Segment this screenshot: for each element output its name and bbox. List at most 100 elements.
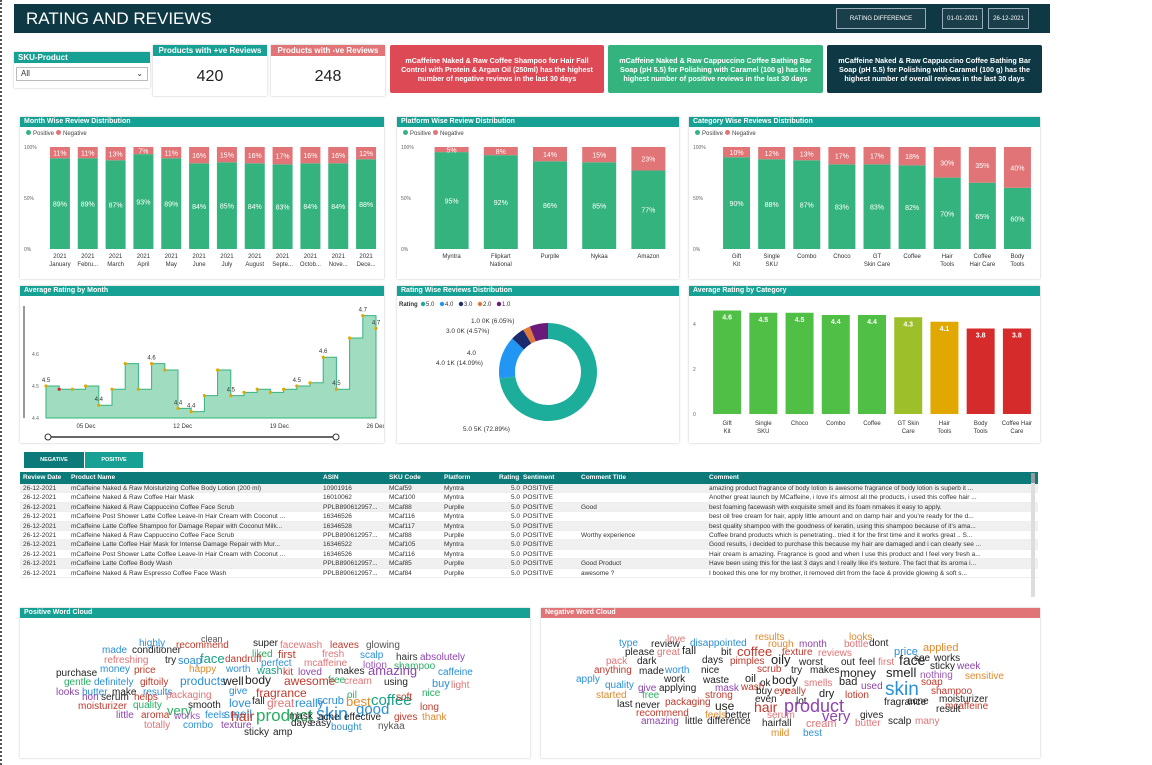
word: smells	[804, 678, 833, 689]
column-header[interactable]: Rating	[499, 474, 520, 481]
platform-chart-svg: 0% 50% 100% 95% 5% Myntra 92% 8% Flipkart Nationa…	[401, 145, 666, 268]
word: smell	[886, 665, 917, 680]
table-row[interactable]: 26-12-2021 mCaffeine Naked & Raw Cappucci…	[20, 502, 1038, 513]
rating-point	[334, 387, 338, 391]
word: recommend	[636, 708, 689, 719]
word: wash	[741, 682, 765, 693]
y-tick-label: 0%	[693, 247, 701, 253]
word: please	[625, 647, 655, 658]
word: worth	[226, 664, 251, 675]
x-tick-label: GT	[873, 254, 882, 260]
column-header[interactable]: Comment	[709, 474, 739, 481]
word: moisturizer	[78, 701, 127, 712]
rating-point	[163, 368, 167, 372]
x-tick-label: Choco	[791, 421, 809, 427]
column-header[interactable]: ASIN	[323, 474, 339, 481]
data-label: 4.5	[293, 378, 302, 384]
data-label: 4.6	[319, 349, 328, 355]
data-label: 4.6	[147, 356, 156, 362]
table-row[interactable]: 26-12-2021 mCaffeine Naked & Raw Moisturi…	[20, 484, 1038, 494]
table-cell: POSITIVE	[523, 513, 553, 521]
bar-negative	[244, 147, 265, 164]
word: texture	[221, 720, 252, 731]
word: scalp	[360, 650, 384, 661]
table-scrollbar[interactable]	[1031, 473, 1035, 597]
bar-positive	[356, 159, 377, 249]
rating-point	[123, 362, 127, 366]
word: easy	[310, 718, 332, 729]
tab-negative[interactable]: NEGATIVE	[24, 452, 84, 468]
negative-wordcloud-title: Negative Word Cloud	[541, 608, 1040, 618]
word: combo	[183, 720, 214, 731]
table-cell: 5.0	[510, 503, 520, 511]
data-label-negative: 12%	[359, 151, 373, 158]
table-cell: PPLB890612957...	[323, 531, 378, 539]
word: purchase	[56, 668, 98, 679]
sku-product-slicer[interactable]: SKU-Product All ⌄	[14, 52, 150, 88]
table-row[interactable]: 26-12-2021 mCaffeine Naked & Raw Espresso…	[20, 569, 1038, 578]
word: looks	[56, 687, 80, 698]
legend-negative: Negative	[732, 131, 756, 137]
legend-label: 5.0	[426, 302, 435, 308]
table-cell: 5.0	[510, 485, 520, 492]
data-label-negative: 18%	[905, 154, 919, 161]
column-header[interactable]: Sentiment	[523, 474, 555, 481]
table-row[interactable]: 26-12-2021 mCaffeine Naked & Raw Cappucci…	[20, 531, 1038, 541]
data-label-positive: 87%	[800, 203, 814, 210]
table-row[interactable]: 26-12-2021 mCaffeine Latte Coffee Body Wa…	[20, 559, 1038, 569]
column-header[interactable]: Product Name	[71, 474, 116, 481]
word: serum	[101, 692, 129, 703]
rating-point	[321, 355, 325, 359]
word: give	[638, 683, 657, 694]
table-row[interactable]: 26-12-2021 mCaffeine Latte Coffee Shampoo…	[20, 521, 1038, 531]
word: never	[635, 700, 661, 711]
bar-positive	[272, 164, 293, 249]
rating-bar	[894, 317, 923, 414]
data-label-negative: 17%	[870, 154, 884, 161]
word: strong	[705, 690, 733, 701]
word: hairs	[396, 652, 418, 663]
table-cell	[578, 484, 706, 492]
slicer-dropdown[interactable]: All ⌄	[16, 67, 148, 81]
column-header[interactable]: Review Date	[23, 474, 62, 481]
x-tick-label: Gift	[722, 421, 732, 427]
table-cell: mCaffeine Latte Coffee Hair Mask for Int…	[71, 541, 280, 549]
table-row[interactable]: 26-12-2021 mCaffeine Post Shower Latte Co…	[20, 512, 1038, 522]
column-header[interactable]: Platform	[444, 474, 471, 481]
x-tick-label: Hair	[939, 421, 950, 427]
rating-difference-button[interactable]: RATING DIFFERENCE	[836, 8, 926, 29]
y-tick-label: 50%	[401, 196, 412, 202]
word: well	[223, 674, 244, 688]
table-row[interactable]: 26-12-2021 mCaffeine Post Shower Latte Co…	[20, 550, 1038, 560]
word: first	[878, 657, 895, 668]
word: eye	[774, 686, 791, 697]
y-tick-label: 100%	[693, 145, 706, 151]
table-body[interactable]: 26-12-2021 mCaffeine Naked & Raw Moisturi…	[20, 484, 1038, 578]
kpi-positive-value: 420	[196, 68, 224, 85]
rating-point	[136, 387, 140, 391]
table-cell: I booked this one for my brother, it rem…	[709, 569, 967, 577]
column-header[interactable]: SKU Code	[389, 474, 421, 481]
table-row[interactable]: 26-12-2021 mCaffeine Latte Coffee Hair Ma…	[20, 540, 1038, 550]
table-cell: POSITIVE	[523, 569, 553, 577]
table-cell: 26-12-2021	[23, 569, 57, 577]
date-to[interactable]: 26-12-2021	[988, 8, 1029, 29]
bar-positive	[793, 160, 821, 249]
word: gives	[394, 712, 418, 723]
reviews-table: Review Date Product Name ASIN SKU Code Platf…	[20, 472, 1038, 598]
word: loved	[298, 667, 322, 678]
legend-label: 3.0	[464, 302, 473, 308]
word: quality	[133, 700, 162, 711]
tab-positive[interactable]: POSITIVE	[85, 452, 143, 468]
date-from[interactable]: 01-01-2021	[942, 8, 983, 29]
rating-distribution-chart: Rating Wise Reviews Distribution Rating 5…	[397, 286, 679, 443]
table-row[interactable]: 26-12-2021 mCaffeine Naked & Raw Coffee H…	[20, 493, 1038, 503]
x-tick-label: July	[222, 262, 233, 268]
column-header[interactable]: Comment Title	[581, 474, 627, 481]
data-label-negative: 35%	[975, 163, 989, 170]
data-label: 4.7	[372, 320, 381, 326]
platform-chart-title: Platform Wise Review Distribution	[397, 117, 679, 127]
x-tick-label: Tools	[1010, 262, 1024, 268]
y-tick-label: 50%	[24, 196, 35, 202]
table-cell: 10901916	[323, 485, 352, 492]
